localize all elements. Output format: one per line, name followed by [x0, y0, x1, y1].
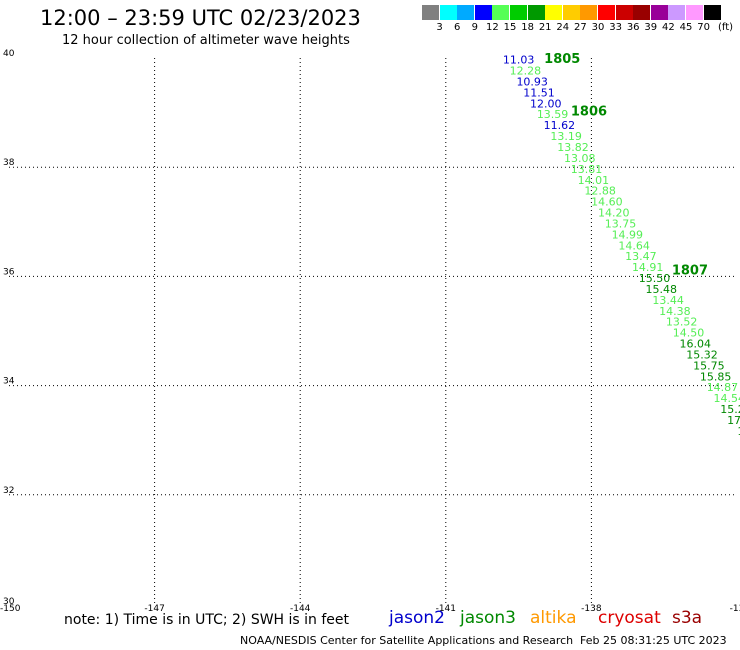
wave-height-label: 14.60 [591, 196, 623, 209]
y-tick-label: 30 [3, 597, 15, 607]
chart-title: 12:00 – 23:59 UTC 02/23/2023 [40, 6, 361, 30]
color-bin-swatch [422, 5, 439, 20]
color-bin-label: 21 [538, 22, 552, 33]
color-bin-label: 6 [454, 22, 461, 33]
wave-height-label: 13.59 [537, 108, 569, 121]
legend-altika: altika [530, 608, 577, 628]
wave-height-label: 14.64 [618, 239, 650, 252]
chart-subtitle: 12 hour collection of altimeter wave hei… [62, 33, 350, 48]
legend-jason2: jason2 [389, 608, 445, 628]
wave-height-label: 15.75 [693, 359, 725, 372]
x-tick-label: -141 [436, 604, 456, 614]
y-tick-label: 38 [3, 158, 15, 168]
wave-height-label: 14.01 [578, 174, 610, 187]
pass-time-label: 1807 [672, 263, 708, 278]
wave-height-label: 12.00 [530, 97, 562, 110]
color-bin-swatch [492, 5, 510, 20]
legend-jason3: jason3 [460, 608, 516, 628]
wave-height-label: 13.82 [557, 141, 589, 154]
x-tick-label: -144 [290, 604, 311, 614]
wave-height-label: 13.52 [666, 316, 698, 329]
wave-height-label: 13.47 [625, 250, 657, 263]
color-bin-swatch [686, 5, 703, 20]
color-bin-label: 30 [591, 22, 605, 33]
color-bin-swatch [703, 5, 721, 20]
wave-height-label: 14.87 [707, 381, 739, 394]
wave-height-label: 15.27 [720, 403, 740, 416]
wave-height-label: 12.28 [510, 65, 542, 78]
footer-note: note: 1) Time is in UTC; 2) SWH is in fe… [64, 612, 350, 628]
color-bin-label: 33 [609, 22, 622, 33]
color-bin-swatch [439, 5, 457, 20]
color-bin-swatch [527, 5, 545, 20]
wave-height-label: 13.75 [605, 217, 637, 230]
color-bin-label: 42 [662, 22, 675, 33]
legend-cryosat: cryosat [598, 608, 661, 628]
wave-height-label: 14.91 [632, 261, 664, 274]
y-tick-label: 34 [3, 377, 15, 387]
x-tick-label: -150 [0, 604, 21, 614]
color-bin-label: 15 [503, 22, 517, 33]
color-bin-label: 39 [644, 22, 658, 33]
wave-height-label: 16.04 [680, 338, 712, 351]
wave-height-label: 14.99 [612, 228, 644, 241]
color-bin-swatch [474, 5, 492, 20]
x-tick-label: -13 [730, 604, 740, 614]
color-bin-label: 27 [574, 22, 587, 33]
wave-height-label: 14.50 [673, 327, 705, 340]
y-tick-label: 36 [3, 267, 15, 277]
wave-height-label: 12.88 [584, 185, 616, 198]
color-bin-label: 36 [626, 22, 640, 33]
color-bin-label: 24 [556, 22, 570, 33]
color-bin-label: 9 [471, 22, 478, 33]
color-bin-swatch [545, 5, 563, 20]
x-tick-label: -138 [581, 604, 602, 614]
wave-height-label: 13.08 [564, 152, 596, 165]
wave-height-label: 15.48 [646, 283, 678, 296]
wave-height-label: 14.54 [713, 392, 740, 405]
wave-height-label: 10.93 [516, 75, 548, 88]
wave-height-label: 11.03 [503, 54, 535, 67]
wave-height-label: 11.51 [523, 86, 555, 99]
wave-height-label: 16.0 [737, 425, 740, 438]
y-tick-label: 40 [3, 49, 15, 59]
pass-time-label: 1806 [571, 104, 607, 119]
color-bin-swatch [615, 5, 633, 20]
color-bin-label: 12 [486, 22, 499, 33]
color-bin-label: 45 [679, 22, 693, 33]
wave-height-label: 13.81 [571, 163, 603, 176]
pass-time-label: 1805 [544, 52, 580, 67]
color-bin-swatch [598, 5, 615, 20]
wave-height-label: 15.50 [639, 272, 671, 285]
wave-height-label: 15.85 [700, 370, 732, 383]
legend-s3a: s3a [672, 608, 703, 628]
color-scale-units: (ft) [718, 22, 734, 33]
wave-height-label: 11.62 [544, 119, 576, 132]
color-bin-swatch [562, 5, 580, 20]
wave-height-label: 13.44 [652, 294, 684, 307]
x-tick-label: -147 [144, 604, 164, 614]
color-bin-swatch [668, 5, 686, 20]
color-bin-swatch [510, 5, 527, 20]
color-bin-swatch [580, 5, 598, 20]
y-tick-label: 32 [3, 486, 14, 496]
color-bin-swatch [650, 5, 668, 20]
wave-height-label: 17.15 [727, 414, 740, 427]
wave-height-label: 14.20 [598, 207, 630, 220]
color-bin-swatch [633, 5, 651, 20]
wave-height-label: 14.38 [659, 305, 691, 318]
color-bin-swatch [457, 5, 475, 20]
color-bin-label: 70 [697, 22, 710, 33]
footer-credit: NOAA/NESDIS Center for Satellite Applica… [240, 634, 574, 647]
footer-timestamp: Feb 25 08:31:25 UTC 2023 [580, 634, 727, 647]
color-bin-label: 18 [521, 22, 534, 33]
color-bin-label: 3 [436, 22, 443, 33]
wave-height-label: 13.19 [550, 130, 582, 143]
wave-height-label: 15.32 [686, 348, 718, 361]
